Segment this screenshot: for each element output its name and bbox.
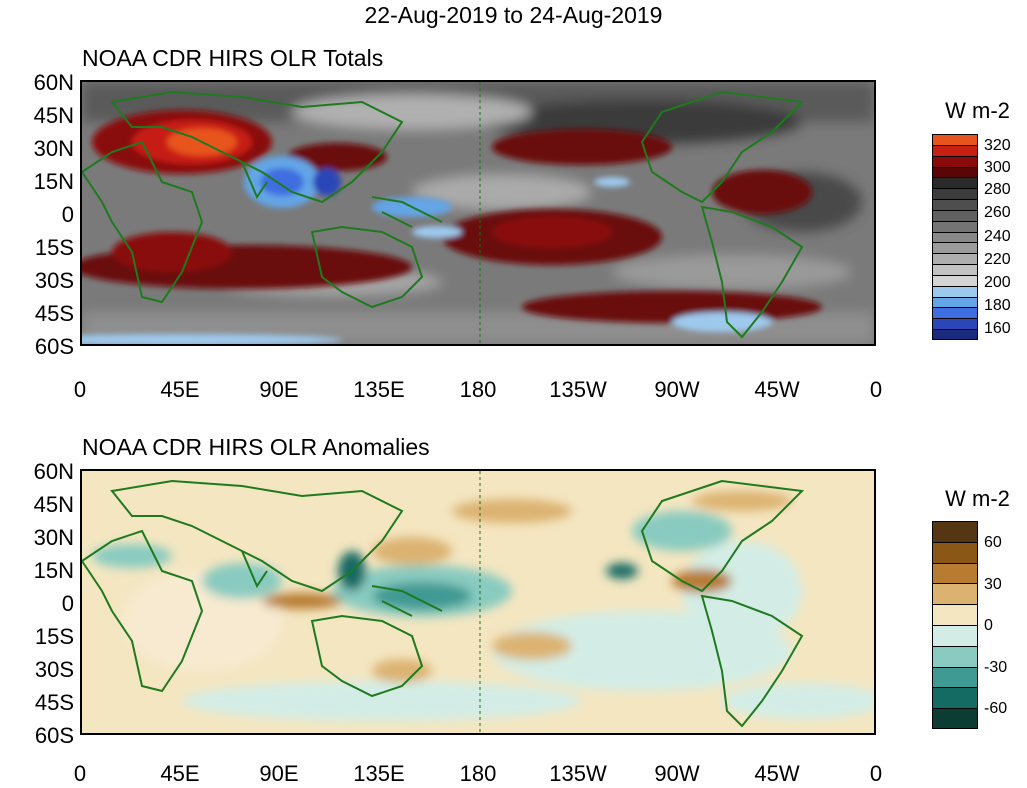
totals-colorbar-label-260: 260 xyxy=(984,204,1011,221)
totals-colorbar-swatch xyxy=(932,177,978,189)
totals-colorbar-swatch xyxy=(932,199,978,211)
lat-label-15s: 15S xyxy=(34,235,74,260)
totals-colorbar-swatch xyxy=(932,329,978,341)
lat-label-15s-2: 15S xyxy=(34,624,74,649)
lat-label-30n: 30N xyxy=(33,136,74,161)
lon-label-0-end: 0 xyxy=(869,377,883,402)
totals-colorbar-swatch xyxy=(932,296,978,308)
lon-label-180: 180 xyxy=(459,377,497,402)
lon-label-90e-2: 90E xyxy=(259,761,299,786)
anomalies-colorbar-swatch xyxy=(932,708,978,730)
totals-colorbar xyxy=(932,134,978,341)
totals-colorbar-label-320: 320 xyxy=(984,137,1011,154)
lat-label-30s-2: 30S xyxy=(34,657,74,682)
lat-label-45n: 45N xyxy=(33,103,74,128)
totals-colorbar-swatch xyxy=(932,188,978,200)
lon-label-0: 0 xyxy=(73,377,87,402)
lon-label-45w-2: 45W xyxy=(754,761,800,786)
totals-colorbar-swatch xyxy=(932,155,978,167)
anomalies-colorbar xyxy=(932,521,978,730)
anomalies-colorbar-label-minus30: -30 xyxy=(984,659,1008,676)
lat-label-60s-2: 60S xyxy=(34,723,74,748)
anomalies-colorbar-swatch xyxy=(932,604,978,626)
lon-label-90w-2: 90W xyxy=(654,761,700,786)
lon-label-90w: 90W xyxy=(654,377,700,402)
lon-label-45w: 45W xyxy=(754,377,800,402)
anomalies-colorbar-swatch xyxy=(932,521,978,543)
lon-label-90e: 90E xyxy=(259,377,299,402)
anomalies-colorbar-swatch xyxy=(932,583,978,605)
lat-label-45s: 45S xyxy=(34,301,74,326)
figure-title: 22-Aug-2019 to 24-Aug-2019 xyxy=(364,2,663,28)
totals-colorbar-swatch xyxy=(932,209,978,222)
anomalies-colorbar-swatch xyxy=(932,541,978,564)
lon-label-135e-2: 135E xyxy=(353,761,405,786)
totals-colorbar-swatch xyxy=(932,231,978,243)
totals-colorbar-label-220: 220 xyxy=(984,251,1011,268)
totals-colorbar-swatch xyxy=(932,307,978,319)
anomalies-colorbar-unit: W m-2 xyxy=(945,486,1010,511)
lat-label-15n-2: 15N xyxy=(33,558,74,583)
anomalies-colorbar-swatch xyxy=(932,562,978,584)
totals-colorbar-unit: W m-2 xyxy=(945,98,1010,123)
anomalies-colorbar-swatch xyxy=(932,687,978,709)
lon-label-180-2: 180 xyxy=(459,761,497,786)
totals-colorbar-label-280: 280 xyxy=(984,181,1011,198)
lat-label-60n-2: 60N xyxy=(33,459,74,484)
lon-label-135w-2: 135W xyxy=(549,761,607,786)
lat-label-60s: 60S xyxy=(34,334,74,359)
anomalies-colorbar-swatch xyxy=(932,625,978,647)
anomalies-map xyxy=(80,469,876,735)
lat-label-45n-2: 45N xyxy=(33,492,74,517)
totals-colorbar-swatch xyxy=(932,274,978,287)
totals-colorbar-swatch xyxy=(932,134,978,146)
totals-map xyxy=(80,80,876,346)
lat-label-60n: 60N xyxy=(33,70,74,95)
anomalies-colorbar-label-0: 0 xyxy=(984,617,993,634)
lon-label-135e: 135E xyxy=(353,377,405,402)
lon-label-135w: 135W xyxy=(549,377,607,402)
totals-colorbar-swatch xyxy=(932,144,978,157)
totals-colorbar-label-200: 200 xyxy=(984,274,1011,291)
anomalies-colorbar-label-30: 30 xyxy=(984,576,1002,593)
lat-label-45s-2: 45S xyxy=(34,690,74,715)
totals-panel-title: NOAA CDR HIRS OLR Totals xyxy=(82,45,384,71)
totals-colorbar-label-180: 180 xyxy=(984,297,1011,314)
totals-colorbar-swatch xyxy=(932,166,978,178)
lat-label-30n-2: 30N xyxy=(33,525,74,550)
totals-colorbar-swatch xyxy=(932,242,978,254)
anomalies-panel-title: NOAA CDR HIRS OLR Anomalies xyxy=(82,434,430,460)
totals-colorbar-label-240: 240 xyxy=(984,228,1011,245)
lon-label-45e: 45E xyxy=(160,377,200,402)
lat-label-0: 0 xyxy=(61,202,74,227)
totals-colorbar-swatch xyxy=(932,285,978,298)
anomalies-colorbar-label-60: 60 xyxy=(984,534,1002,551)
totals-colorbar-swatch xyxy=(932,318,978,330)
totals-colorbar-swatch xyxy=(932,220,978,233)
anomalies-colorbar-swatch xyxy=(932,666,978,688)
anomalies-colorbar-swatch xyxy=(932,645,978,668)
totals-colorbar-label-160: 160 xyxy=(984,320,1011,337)
lon-label-0-2: 0 xyxy=(73,761,87,786)
anomalies-colorbar-label-minus60: -60 xyxy=(984,700,1008,717)
lat-label-0-2: 0 xyxy=(61,591,74,616)
totals-colorbar-swatch xyxy=(932,253,978,265)
lat-label-30s: 30S xyxy=(34,268,74,293)
lon-label-0-end-2: 0 xyxy=(869,761,883,786)
totals-colorbar-swatch xyxy=(932,264,978,276)
lon-label-45e-2: 45E xyxy=(160,761,200,786)
lat-label-15n: 15N xyxy=(33,169,74,194)
totals-colorbar-label-300: 300 xyxy=(984,159,1011,176)
